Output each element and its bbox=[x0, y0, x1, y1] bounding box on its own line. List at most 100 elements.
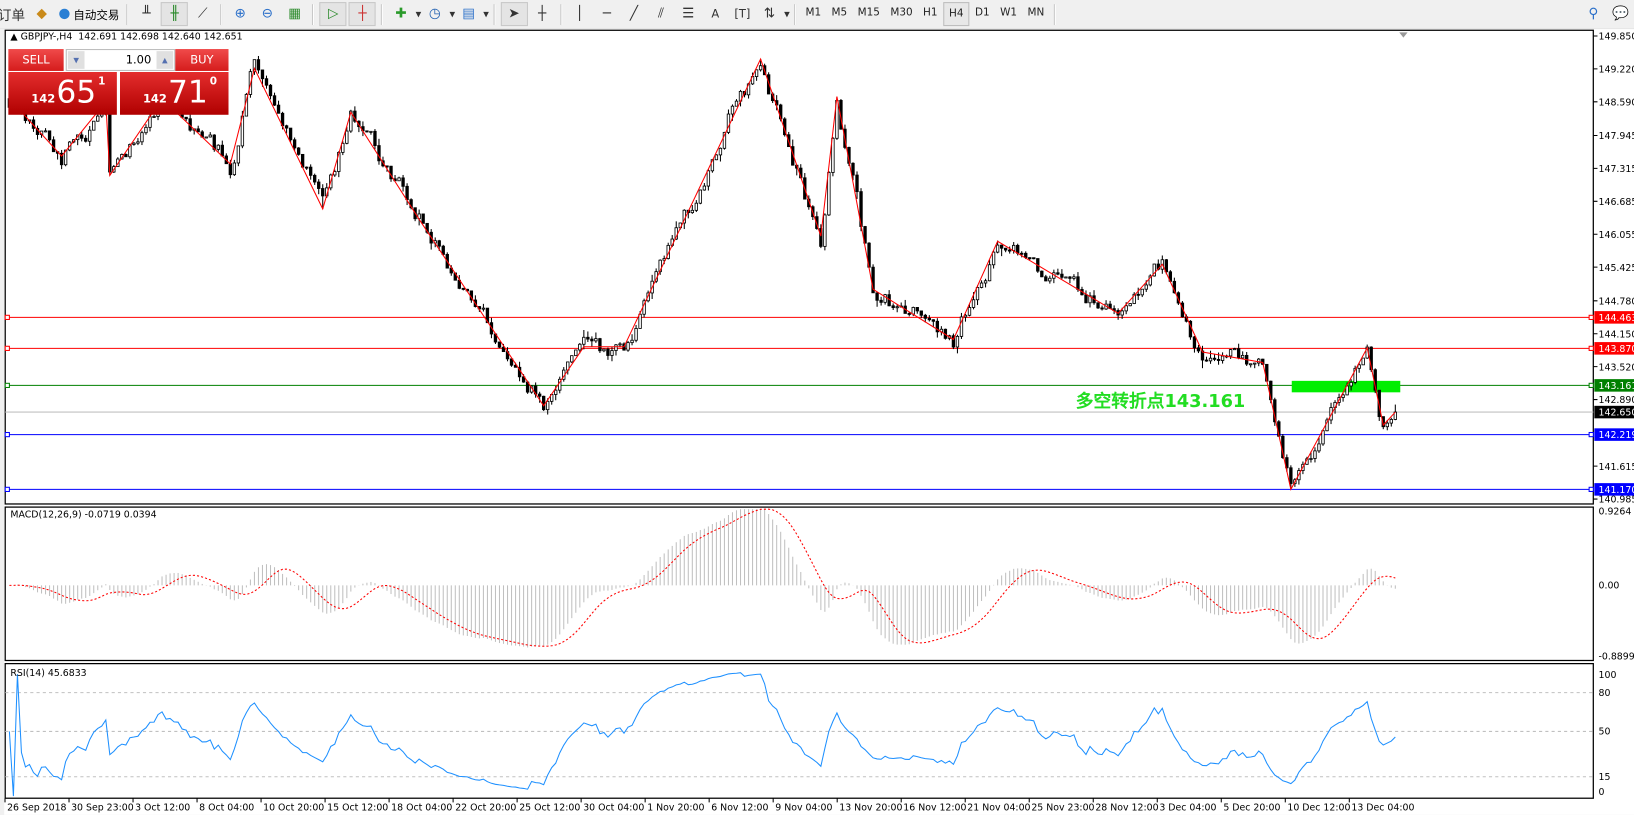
auto-scroll-icon[interactable]: ▷ bbox=[319, 2, 347, 27]
candle-bullish bbox=[634, 327, 638, 341]
candle-bullish bbox=[144, 126, 148, 134]
zoom-in-icon[interactable]: ⊕ bbox=[234, 6, 247, 22]
candle-bullish bbox=[610, 350, 614, 356]
time-axis-label: 6 Nov 12:00 bbox=[711, 803, 768, 814]
history-icon[interactable]: ◆ bbox=[36, 6, 47, 22]
candle-bearish bbox=[1192, 336, 1197, 349]
chart-shift-icon[interactable]: ┼ bbox=[348, 2, 377, 27]
candle-bullish bbox=[638, 313, 642, 329]
timeframe-m15[interactable]: M15 bbox=[857, 7, 880, 19]
timeframe-d1[interactable]: D1 bbox=[974, 7, 990, 19]
fibonacci-icon[interactable]: ☰ bbox=[682, 6, 695, 22]
candle-bullish bbox=[702, 185, 707, 191]
crosshair-icon[interactable]: ┼ bbox=[537, 6, 547, 22]
chevron-down-icon[interactable]: ▼ bbox=[784, 9, 790, 19]
candle-bearish bbox=[1176, 292, 1181, 304]
text-label-icon[interactable]: [T] bbox=[734, 7, 751, 21]
candle-bullish bbox=[911, 307, 915, 315]
timeframe-h4[interactable]: H4 bbox=[942, 2, 970, 27]
candle-bullish bbox=[92, 120, 96, 131]
candle-bullish bbox=[1253, 362, 1257, 365]
indicators-icon[interactable]: ✚ bbox=[395, 6, 407, 22]
candle-bullish bbox=[1341, 394, 1345, 398]
line-chart-icon[interactable]: ⟋ bbox=[198, 6, 208, 22]
vertical-line-icon[interactable]: │ bbox=[575, 6, 584, 22]
level-handle bbox=[4, 431, 10, 438]
collapse-triangle-icon[interactable]: ▲ bbox=[10, 32, 18, 43]
lot-increase-button[interactable]: ▲ bbox=[156, 51, 174, 69]
candle-bullish bbox=[1321, 430, 1325, 445]
zoom-out-icon[interactable]: ⊖ bbox=[261, 6, 274, 22]
candle-bullish bbox=[979, 282, 984, 288]
bid-label: 142.650 bbox=[1599, 408, 1634, 419]
cursor-icon[interactable]: ➤ bbox=[500, 2, 528, 27]
timeframe-m1[interactable]: M1 bbox=[805, 7, 822, 19]
candle-bearish bbox=[1056, 272, 1060, 275]
candle-bullish bbox=[1232, 348, 1237, 351]
tile-windows-icon[interactable]: ▦ bbox=[288, 6, 302, 22]
autotrade-button[interactable]: ● 自动交易 bbox=[56, 3, 121, 25]
horizontal-line-icon[interactable]: ─ bbox=[602, 6, 611, 22]
time-axis-label: 30 Sep 23:00 bbox=[71, 803, 134, 814]
time-axis-label: 16 Nov 12:00 bbox=[903, 803, 966, 814]
timeframe-m30[interactable]: M30 bbox=[890, 7, 913, 19]
rsi-axis-label: 80 bbox=[1599, 688, 1611, 699]
candle-bearish bbox=[1084, 294, 1088, 304]
buy-price[interactable]: 142 71 0 bbox=[119, 71, 229, 115]
candle-bullish bbox=[995, 244, 1000, 253]
timeframe-group: M1 M5 M15 M30 H1 H4 D1 W1 MN bbox=[800, 2, 1049, 27]
autotrade-label: 自动交易 bbox=[73, 7, 120, 22]
candle-bearish bbox=[1028, 257, 1032, 260]
candle-bearish bbox=[1003, 247, 1008, 251]
candle-bearish bbox=[1020, 252, 1024, 255]
templates-icon[interactable]: ▤ bbox=[462, 6, 476, 22]
candle-bullish bbox=[546, 400, 550, 411]
price-axis-label: 149.850 bbox=[1599, 32, 1634, 43]
sell-button[interactable]: SELL bbox=[8, 49, 64, 71]
timeframe-m5[interactable]: M5 bbox=[831, 7, 848, 19]
candle-bearish bbox=[409, 199, 413, 209]
price-axis-label: 147.945 bbox=[1599, 131, 1634, 142]
candle-bearish bbox=[264, 78, 269, 86]
trendline-icon[interactable]: ╱ bbox=[629, 6, 638, 22]
rsi-label: RSI(14) 45.6833 bbox=[10, 668, 86, 679]
chevron-down-icon[interactable]: ▼ bbox=[483, 9, 489, 19]
candle-bullish bbox=[614, 344, 618, 351]
periods-icon[interactable]: ◷ bbox=[428, 6, 441, 22]
search-icon[interactable]: ⚲ bbox=[1588, 6, 1599, 22]
price-axis-label: 143.520 bbox=[1599, 362, 1634, 373]
bar-chart-icon[interactable]: ╨ bbox=[142, 6, 151, 22]
candle-bullish bbox=[128, 144, 132, 158]
text-icon[interactable]: A bbox=[711, 7, 720, 21]
candle-bearish bbox=[321, 188, 325, 197]
candle-bearish bbox=[1044, 276, 1048, 282]
chat-icon[interactable]: 💬 bbox=[1611, 6, 1629, 22]
candle-bearish bbox=[606, 348, 610, 356]
candle-bullish bbox=[43, 130, 48, 133]
arrows-icon[interactable]: ⇅ bbox=[763, 6, 776, 22]
chevron-down-icon[interactable]: ▼ bbox=[449, 9, 456, 19]
candle-bullish bbox=[1353, 367, 1357, 383]
buy-button[interactable]: BUY bbox=[175, 49, 229, 71]
chart-symbol: GBPJPY-,H4 bbox=[20, 32, 73, 43]
equidistant-channel-icon[interactable]: ⫽ bbox=[658, 6, 665, 22]
buy-price-pip: 0 bbox=[209, 76, 217, 88]
timeframe-mn[interactable]: MN bbox=[1027, 7, 1045, 19]
timeframe-w1[interactable]: W1 bbox=[1000, 7, 1018, 19]
level-label: 143.161 bbox=[1599, 381, 1634, 392]
time-axis-label: 26 Sep 2018 bbox=[7, 803, 66, 814]
timeframe-h1[interactable]: H1 bbox=[923, 7, 938, 19]
lot-size-input[interactable]: ▼ 1.00 ▲ bbox=[65, 49, 176, 71]
time-axis-label: 1 Nov 20:00 bbox=[647, 803, 704, 814]
sell-price[interactable]: 142 65 1 bbox=[8, 71, 117, 115]
time-axis-label: 22 Oct 20:00 bbox=[455, 803, 516, 814]
rsi-axis-label: 100 bbox=[1599, 670, 1617, 681]
chevron-down-icon[interactable]: ▼ bbox=[415, 9, 422, 19]
lot-decrease-button[interactable]: ▼ bbox=[67, 51, 85, 69]
candle-bullish bbox=[369, 130, 373, 133]
level-handle bbox=[1588, 314, 1594, 320]
candlestick-chart-icon[interactable]: ╫ bbox=[161, 2, 189, 27]
macd-axis-label: 0.9264 bbox=[1599, 506, 1632, 517]
order-button[interactable]: 订单 bbox=[0, 8, 26, 24]
